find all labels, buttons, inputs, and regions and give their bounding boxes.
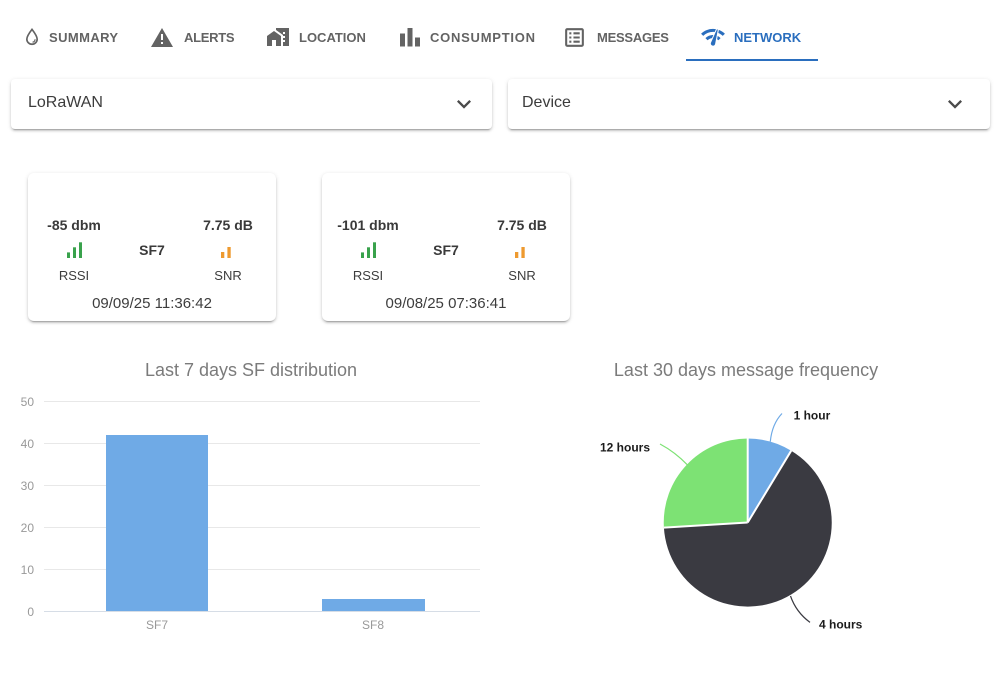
- svg-text:4 hours: 4 hours: [819, 617, 863, 631]
- svg-text:12 hours: 12 hours: [600, 440, 650, 454]
- svg-text:1 hour: 1 hour: [794, 408, 831, 422]
